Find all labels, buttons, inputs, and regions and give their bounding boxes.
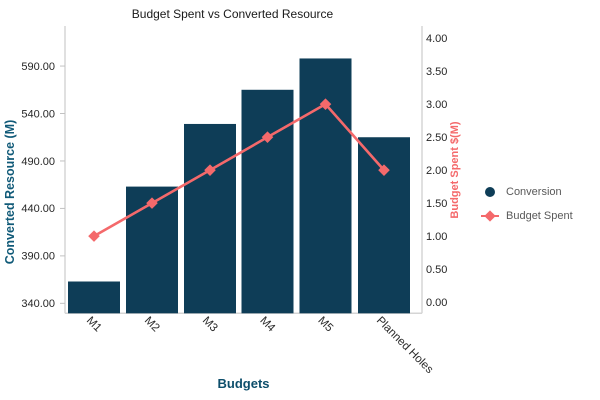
legend: Conversion Budget Spent (480, 184, 573, 224)
right-axis-tick-label: 3.50 (426, 66, 447, 78)
x-axis-title: Budgets (217, 376, 270, 391)
line-point-planned-holes[interactable] (378, 164, 390, 176)
legend-label-budget-spent: Budget Spent (506, 210, 573, 222)
budget-spent-line (92, 102, 386, 238)
right-axis-tick-label: 2.00 (426, 165, 447, 177)
bar-planned-holes[interactable] (358, 137, 410, 314)
left-axis-tick-label: 590.00 (21, 61, 55, 73)
legend-label-conversion: Conversion (506, 186, 562, 198)
right-axis-tick-label: 1.50 (426, 198, 447, 210)
right-axis-tick-label: 0.50 (426, 264, 447, 276)
left-axis-tick-label: 490.00 (21, 156, 55, 168)
left-axis-tick-label: 540.00 (21, 108, 55, 120)
right-axis-tick-label: 3.00 (426, 99, 447, 111)
line-point-m3[interactable] (204, 164, 216, 176)
legend-item-conversion[interactable]: Conversion (480, 184, 573, 200)
chart-title: Budget Spent vs Converted Resource (131, 7, 334, 21)
conversion-series-marker-icon (480, 185, 500, 199)
left-axis-tick-label: 390.00 (21, 251, 55, 263)
line-point-m5[interactable] (319, 98, 332, 110)
right-axis-tick-label: 2.50 (426, 132, 447, 144)
line-point-m2[interactable] (146, 197, 158, 209)
x-axis-category-label: M1 (84, 315, 104, 335)
x-axis-category-label: M5 (315, 315, 335, 335)
right-axis-tick-label: 0.00 (426, 297, 447, 309)
x-axis-category-label: M2 (142, 315, 162, 335)
left-axis-tick-label: 440.00 (21, 203, 55, 215)
left-axis-tick-label: 340.00 (21, 298, 55, 310)
left-axis-title: Converted Resource (M) (3, 119, 17, 265)
x-axis-category-label: M3 (200, 315, 220, 335)
x-axis-category-label: Planned Holes (374, 315, 436, 377)
bar-m1[interactable] (68, 281, 120, 314)
line-point-m1[interactable] (88, 230, 100, 242)
bar-m3[interactable] (184, 123, 236, 314)
right-axis-tick-label: 4.00 (426, 33, 447, 45)
budget-spent-series-marker-icon (480, 209, 500, 223)
bar-m5[interactable] (299, 58, 352, 314)
bar-m4[interactable] (241, 89, 294, 314)
line-point-m4[interactable] (261, 131, 274, 143)
right-axis-tick-label: 1.00 (426, 231, 447, 243)
x-axis-category-label: M4 (257, 315, 277, 335)
right-axis-title: Budget Spent $(M) (449, 121, 461, 219)
legend-item-budget-spent[interactable]: Budget Spent (480, 208, 573, 224)
